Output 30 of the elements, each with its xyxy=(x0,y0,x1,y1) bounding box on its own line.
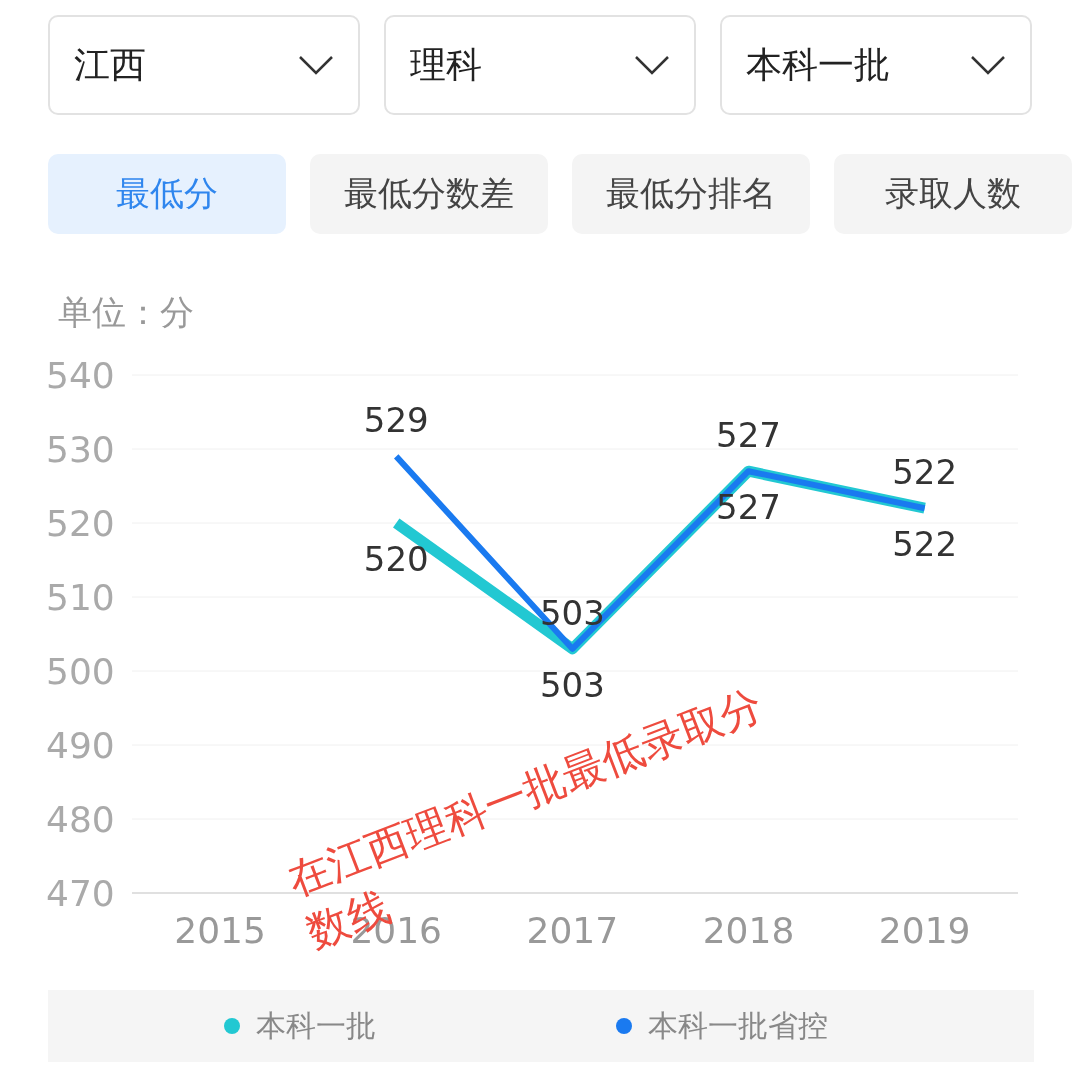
data-label: 503 xyxy=(539,592,605,633)
y-tick-label: 490 xyxy=(46,724,115,766)
data-label: 529 xyxy=(363,400,429,441)
text: 最低分排名 xyxy=(572,154,810,234)
data-label: 527 xyxy=(716,487,781,528)
legend-label: 本科一批省控 xyxy=(648,1006,828,1045)
y-tick-label: 470 xyxy=(46,872,115,914)
text: 理科 xyxy=(410,42,482,87)
text: 本科一批 xyxy=(746,42,890,87)
x-tick-label: 2017 xyxy=(526,909,619,951)
text: 最低分数差 xyxy=(310,154,548,234)
y-tick-label: 530 xyxy=(46,428,115,470)
data-label: 522 xyxy=(892,452,958,493)
data-label: 520 xyxy=(363,539,429,580)
data-label: 522 xyxy=(892,524,958,565)
y-tick-label: 480 xyxy=(46,798,115,840)
text: 最低分 xyxy=(48,154,286,234)
data-label: 527 xyxy=(716,415,781,456)
x-tick-label: 2015 xyxy=(174,909,266,951)
legend-label: 本科一批 xyxy=(256,1006,376,1045)
x-tick-label: 2018 xyxy=(702,909,795,951)
y-tick-label: 540 xyxy=(46,354,115,396)
text: 江西 xyxy=(74,42,146,87)
y-axis-title: 单位：分 xyxy=(58,291,194,334)
y-tick-label: 510 xyxy=(46,576,115,618)
data-label: 503 xyxy=(539,664,605,705)
text: 录取人数 xyxy=(834,154,1072,234)
y-tick-label: 500 xyxy=(46,650,115,692)
y-tick-label: 520 xyxy=(46,502,115,544)
x-tick-label: 2019 xyxy=(878,909,971,951)
